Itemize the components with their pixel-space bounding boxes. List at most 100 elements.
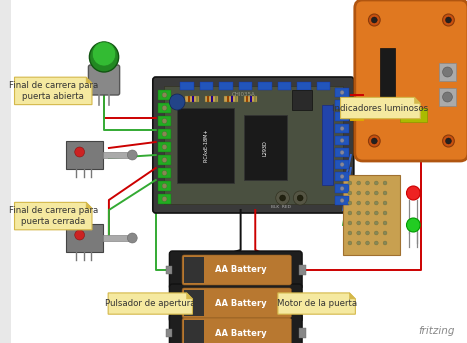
Circle shape xyxy=(162,184,167,189)
Circle shape xyxy=(406,218,420,232)
Circle shape xyxy=(443,67,453,77)
Circle shape xyxy=(348,201,352,205)
Circle shape xyxy=(348,181,352,185)
Circle shape xyxy=(89,42,119,72)
Bar xyxy=(158,103,171,113)
Bar xyxy=(247,96,248,102)
Bar xyxy=(158,116,171,126)
Bar xyxy=(400,108,427,122)
Bar xyxy=(212,96,213,102)
Circle shape xyxy=(162,170,167,176)
Bar xyxy=(235,96,237,102)
Bar xyxy=(184,290,204,316)
Bar xyxy=(66,224,103,252)
Bar xyxy=(192,96,194,102)
Circle shape xyxy=(75,230,85,240)
FancyBboxPatch shape xyxy=(355,0,467,161)
Circle shape xyxy=(375,201,378,205)
Circle shape xyxy=(340,139,344,142)
Bar xyxy=(439,63,456,81)
Bar xyxy=(439,88,456,106)
Bar xyxy=(166,329,172,337)
Circle shape xyxy=(162,118,167,123)
Bar xyxy=(335,160,349,169)
Circle shape xyxy=(383,231,387,235)
Circle shape xyxy=(75,147,85,157)
Bar xyxy=(166,299,172,307)
Bar xyxy=(215,96,217,102)
Bar xyxy=(177,108,234,183)
Bar xyxy=(335,112,349,121)
Circle shape xyxy=(340,103,344,106)
Circle shape xyxy=(443,92,453,102)
Bar xyxy=(231,96,233,102)
Circle shape xyxy=(357,181,361,185)
Circle shape xyxy=(366,231,369,235)
Bar xyxy=(343,175,400,255)
Circle shape xyxy=(357,221,361,225)
Bar xyxy=(335,172,349,181)
Polygon shape xyxy=(414,97,420,103)
Bar xyxy=(185,96,198,102)
Circle shape xyxy=(357,231,361,235)
Text: Indicadores luminosos: Indicadores luminosos xyxy=(333,104,429,113)
Circle shape xyxy=(371,17,377,23)
FancyBboxPatch shape xyxy=(153,77,354,213)
Bar xyxy=(188,96,190,102)
Circle shape xyxy=(162,157,167,163)
Bar xyxy=(335,124,349,133)
Text: AA Battery: AA Battery xyxy=(215,298,267,308)
Bar xyxy=(335,148,349,157)
Bar xyxy=(239,82,252,90)
Bar xyxy=(335,88,349,97)
Polygon shape xyxy=(14,77,92,105)
Text: CHI035A: CHI035A xyxy=(232,92,255,96)
FancyBboxPatch shape xyxy=(182,318,291,343)
Circle shape xyxy=(348,241,352,245)
Polygon shape xyxy=(349,293,355,299)
FancyBboxPatch shape xyxy=(182,288,291,318)
Circle shape xyxy=(340,199,344,202)
Bar xyxy=(297,82,311,90)
Circle shape xyxy=(375,211,378,215)
Bar xyxy=(184,320,204,343)
Bar xyxy=(196,96,198,102)
Bar xyxy=(103,235,132,241)
Text: Final de carrera para
puerta abierta: Final de carrera para puerta abierta xyxy=(8,81,98,100)
Circle shape xyxy=(366,211,369,215)
Circle shape xyxy=(357,211,361,215)
Circle shape xyxy=(366,241,369,245)
Bar xyxy=(219,82,233,90)
Polygon shape xyxy=(14,202,92,230)
Circle shape xyxy=(357,191,361,195)
Bar xyxy=(207,96,209,102)
Bar xyxy=(158,142,171,152)
Circle shape xyxy=(340,175,344,178)
Circle shape xyxy=(446,138,452,144)
FancyBboxPatch shape xyxy=(88,65,120,95)
Circle shape xyxy=(162,197,167,201)
Circle shape xyxy=(127,150,137,160)
Bar xyxy=(317,82,330,90)
Circle shape xyxy=(375,231,378,235)
Bar xyxy=(158,168,171,178)
Text: AA Battery: AA Battery xyxy=(215,329,267,338)
Circle shape xyxy=(348,231,352,235)
Circle shape xyxy=(162,131,167,137)
Polygon shape xyxy=(86,77,92,83)
Bar xyxy=(299,265,306,275)
Bar xyxy=(205,96,218,102)
Circle shape xyxy=(366,201,369,205)
Circle shape xyxy=(383,181,387,185)
FancyBboxPatch shape xyxy=(170,284,302,322)
Polygon shape xyxy=(187,293,192,299)
Text: BLK  RED: BLK RED xyxy=(271,205,290,209)
Bar xyxy=(180,82,194,90)
FancyBboxPatch shape xyxy=(182,255,291,285)
Bar xyxy=(227,96,229,102)
Text: Motor de la puerta: Motor de la puerta xyxy=(276,299,357,308)
FancyBboxPatch shape xyxy=(170,251,302,289)
Bar xyxy=(158,90,171,100)
Circle shape xyxy=(366,221,369,225)
Text: AA Battery: AA Battery xyxy=(215,265,267,274)
